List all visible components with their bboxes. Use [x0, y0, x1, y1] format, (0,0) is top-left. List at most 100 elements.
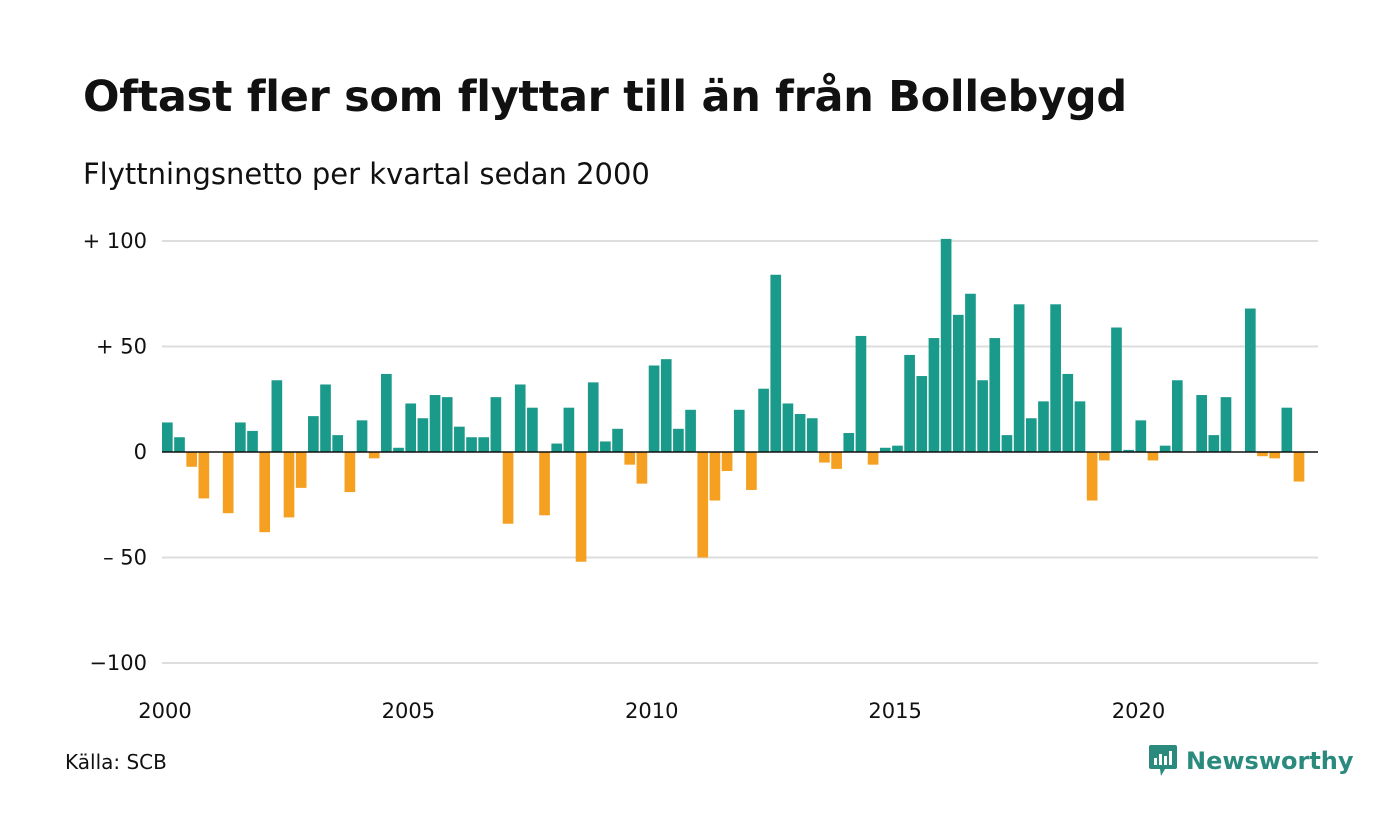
- bar: [746, 452, 757, 490]
- bar: [308, 416, 319, 452]
- bar: [198, 452, 210, 499]
- bar: [794, 414, 806, 452]
- bar: [952, 314, 964, 452]
- y-tick-label: −100: [89, 651, 147, 675]
- bar: [186, 452, 198, 467]
- bar: [490, 397, 502, 452]
- bar: [1147, 452, 1159, 461]
- brand-name: Newsworthy: [1186, 747, 1354, 775]
- bar: [867, 452, 879, 465]
- x-tick-label: 2020: [1112, 699, 1165, 723]
- bar: [1220, 397, 1232, 452]
- bar: [855, 335, 867, 452]
- bar: [733, 409, 745, 452]
- bar: [259, 452, 271, 533]
- bar: [612, 428, 623, 452]
- bar: [624, 452, 636, 465]
- bar: [1257, 452, 1268, 457]
- bar: [1208, 435, 1220, 452]
- bar: [843, 433, 855, 452]
- bar: [1062, 373, 1074, 452]
- bar: [709, 452, 721, 501]
- brand-logo: Newsworthy: [1148, 743, 1354, 779]
- bar: [904, 354, 915, 452]
- bar: [1281, 407, 1293, 452]
- bar: [539, 452, 550, 516]
- bar: [162, 422, 173, 452]
- bar: [782, 403, 794, 452]
- bar: [758, 388, 769, 452]
- bar: [673, 428, 684, 452]
- bar: [1038, 401, 1049, 452]
- bar: [575, 452, 587, 562]
- bar: [1086, 452, 1098, 501]
- bar: [1196, 395, 1207, 452]
- bar: [600, 441, 611, 452]
- bar: [1098, 452, 1110, 461]
- chart-subtitle: Flyttningsnetto per kvartal sedan 2000: [83, 157, 650, 191]
- bar: [1050, 304, 1061, 452]
- bar: [222, 452, 234, 514]
- bar: [381, 373, 392, 452]
- bar: [819, 452, 830, 463]
- bar: [648, 365, 660, 452]
- bar: [879, 447, 891, 452]
- bar: [368, 452, 380, 459]
- bar: [429, 395, 441, 452]
- bar: [636, 452, 648, 484]
- bar: [247, 430, 258, 452]
- bar: [174, 437, 185, 452]
- bar: [721, 452, 733, 471]
- bar: [514, 384, 526, 452]
- y-tick-label: + 100: [83, 229, 147, 253]
- y-tick-label: – 50: [103, 546, 147, 570]
- bar: [685, 409, 696, 452]
- bar: [283, 452, 295, 518]
- bar: [405, 403, 417, 452]
- bar: [551, 443, 563, 452]
- y-tick-label: + 50: [96, 335, 147, 359]
- bar: [502, 452, 514, 524]
- x-tick-label: 2000: [138, 699, 191, 723]
- newsworthy-logo-icon: [1149, 745, 1177, 776]
- x-axis-ticks: 2000 2005 2010 2015 2020: [138, 699, 1165, 723]
- bar: [1269, 452, 1280, 459]
- bars: [162, 238, 1305, 562]
- bar: [563, 407, 575, 452]
- y-axis-ticks: + 100 + 50 0 – 50 −100: [83, 229, 147, 675]
- bar: [928, 338, 940, 452]
- bar: [478, 437, 490, 452]
- bar: [831, 452, 842, 469]
- bar: [1013, 304, 1025, 452]
- bar: [344, 452, 356, 493]
- bar: [1244, 308, 1256, 452]
- bar: [940, 238, 952, 452]
- bar: [441, 397, 453, 452]
- bar: [1171, 380, 1183, 452]
- bar: [332, 435, 344, 452]
- bar: [454, 426, 465, 452]
- bar: [1111, 327, 1122, 452]
- x-tick-label: 2015: [868, 699, 921, 723]
- bar: [806, 418, 818, 452]
- bar: [1159, 445, 1171, 452]
- bar: [697, 452, 709, 558]
- x-tick-label: 2005: [382, 699, 435, 723]
- bar: [235, 422, 246, 452]
- bar: [916, 376, 928, 452]
- x-tick-label: 2010: [625, 699, 678, 723]
- bar: [295, 452, 307, 488]
- bar: [977, 380, 988, 452]
- chart-title: Oftast fler som flyttar till än från Bol…: [83, 72, 1127, 122]
- bar: [1293, 452, 1305, 482]
- grid-lines: [162, 240, 1318, 664]
- bar: [466, 437, 477, 452]
- bar: [587, 382, 599, 452]
- source-note: Källa: SCB: [65, 750, 167, 774]
- bar: [417, 418, 429, 452]
- bar: [320, 384, 331, 452]
- bar: [271, 380, 283, 452]
- bar: [1074, 401, 1086, 452]
- bar: [1135, 420, 1147, 452]
